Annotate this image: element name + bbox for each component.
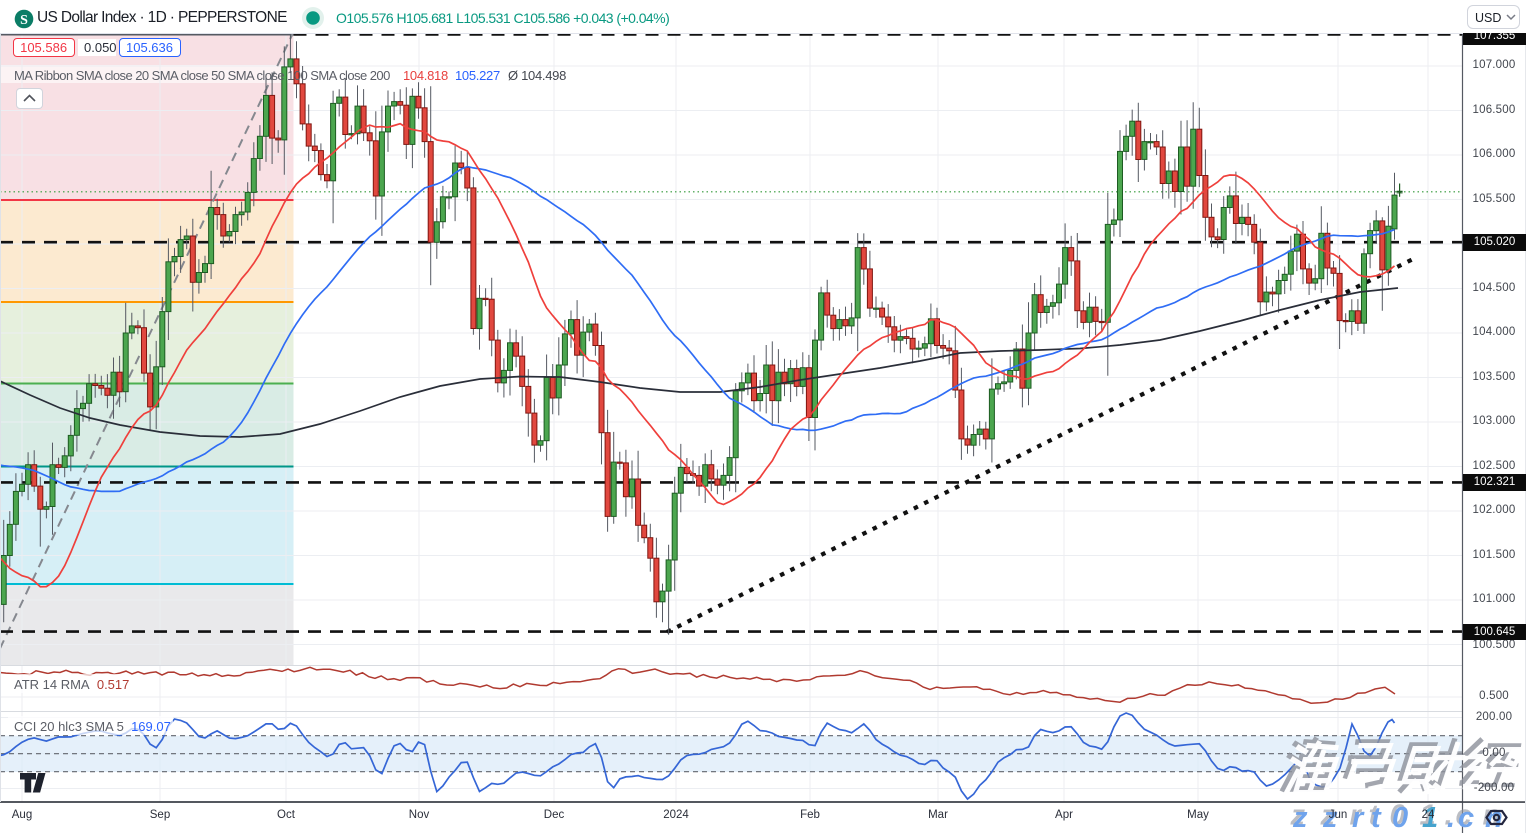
svg-text:S: S [20,13,28,28]
